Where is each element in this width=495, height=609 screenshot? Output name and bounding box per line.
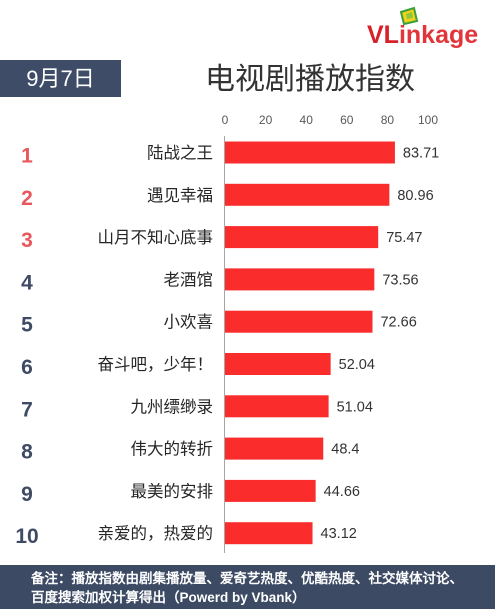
value-label: 44.66 [324,484,360,500]
rank-number: 2 [21,187,33,210]
x-tick-label: 20 [259,113,273,127]
bar [225,479,316,502]
bar [225,141,395,164]
bar [225,183,390,206]
vlinkage-logo: VLinkage [367,19,478,51]
category-label: 最美的安排 [131,482,214,501]
bar [225,522,313,545]
bar [225,310,373,333]
bar [225,226,379,249]
rank-number: 6 [21,356,33,379]
rank-number: 7 [21,398,33,421]
x-tick-label: 60 [340,113,354,127]
value-label: 43.12 [321,526,357,542]
value-label: 75.47 [386,230,422,246]
rank-number: 8 [21,441,33,464]
category-label: 伟大的转折 [131,440,214,459]
logo-text-suffix: inkage [398,21,479,49]
bar [225,353,331,375]
bar [225,437,324,460]
category-label: 遇见幸福 [147,186,213,205]
value-label: 80.96 [397,188,433,204]
category-label: 山月不知心底事 [98,228,214,247]
category-label: 陆战之王 [147,144,213,163]
chart-title: 电视剧播放指数 [205,63,415,96]
category-label: 奋斗吧，少年！ [98,355,214,374]
value-label: 73.56 [382,272,418,288]
value-label: 72.66 [380,315,416,331]
rank-number: 10 [15,525,38,548]
bar [225,268,375,291]
bar [225,395,329,418]
rank-number: 9 [21,483,33,506]
category-label: 亲爱的，热爱的 [98,524,214,543]
category-label: 小欢喜 [164,313,214,332]
logo-text-prefix: VL [367,21,399,49]
value-label: 52.04 [339,357,375,373]
vlinkage-logo-icon [399,6,419,26]
footer-note: 备注：播放指数由剧集播放量、爱奇艺热度、优酷热度、社交媒体讨论、 百度搜索加权计… [0,565,495,609]
category-label: 老酒馆 [164,270,214,289]
bar-chart: 0 20 40 60 80 100 1 陆战之王 83.71 2 遇见幸福 80.96 3 山月不知心底事… [15,113,439,553]
value-label: 51.04 [337,399,373,415]
x-tick-label: 0 [222,113,229,127]
x-tick-label: 80 [381,113,395,127]
value-label: 83.71 [403,146,439,162]
value-label: 48.4 [331,442,359,458]
footer-note-line-2: 百度搜索加权计算得出（Powerd by Vbank） [31,590,306,605]
rank-number: 5 [21,314,33,337]
footer-note-line-1: 备注：播放指数由剧集播放量、爱奇艺热度、优酷热度、社交媒体讨论、 [31,571,463,586]
rank-number: 1 [21,145,33,168]
rank-number: 3 [21,229,33,252]
rank-number: 4 [21,271,33,294]
x-tick-label: 100 [418,113,438,127]
date-badge: 9月7日 [0,60,121,97]
category-label: 九州缥缈录 [131,397,214,416]
x-tick-label: 40 [300,113,314,127]
